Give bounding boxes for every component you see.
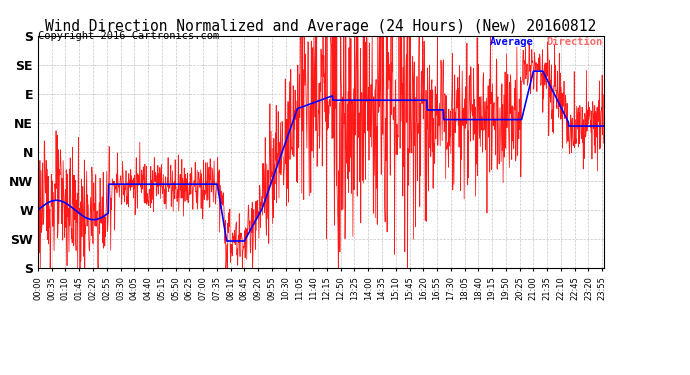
Text: Copyright 2016 Cartronics.com: Copyright 2016 Cartronics.com xyxy=(38,32,219,41)
Title: Wind Direction Normalized and Average (24 Hours) (New) 20160812: Wind Direction Normalized and Average (2… xyxy=(46,20,596,34)
